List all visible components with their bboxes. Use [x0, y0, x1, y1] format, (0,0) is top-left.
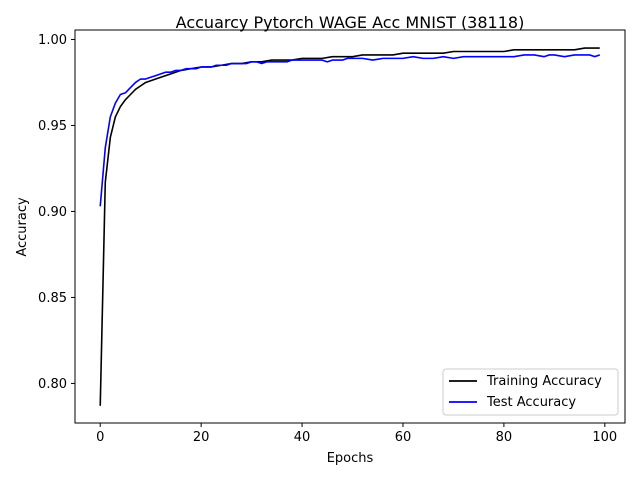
- test-accuracy-line: [99, 54, 601, 207]
- legend: Training Accuracy Test Accuracy: [442, 368, 619, 416]
- x-tick-label: 80: [496, 430, 513, 445]
- legend-label-test: Test Accuracy: [486, 395, 576, 410]
- y-tick-label: 0.90: [38, 205, 67, 220]
- y-tick-label: 0.85: [38, 291, 67, 306]
- x-axis: 0 20 40 60 80 100: [96, 423, 617, 445]
- legend-box: [442, 368, 619, 416]
- legend-label-training: Training Accuracy: [486, 374, 602, 389]
- plot-frame: [74, 29, 626, 424]
- x-tick-label: 100: [592, 430, 617, 445]
- chart-title: Accuarcy Pytorch WAGE Acc MNIST (38118): [176, 13, 525, 32]
- x-tick-label: 0: [96, 430, 104, 445]
- y-tick-label: 0.95: [38, 119, 67, 134]
- y-tick-label: 0.80: [38, 377, 67, 392]
- x-tick-label: 40: [294, 430, 311, 445]
- x-tick-label: 60: [395, 430, 412, 445]
- y-axis-label: Accuracy: [15, 197, 30, 257]
- y-axis: 0.80 0.85 0.90 0.95 1.00: [38, 33, 75, 392]
- x-tick-label: 20: [193, 430, 210, 445]
- series-lines: [99, 47, 601, 406]
- training-accuracy-line: [99, 47, 600, 406]
- x-axis-label: Epochs: [327, 451, 374, 466]
- y-tick-label: 1.00: [38, 33, 67, 48]
- plot-area: 0 20 40 60 80 100 0.80 0.85 0.90 0.95 1.00: [38, 29, 626, 445]
